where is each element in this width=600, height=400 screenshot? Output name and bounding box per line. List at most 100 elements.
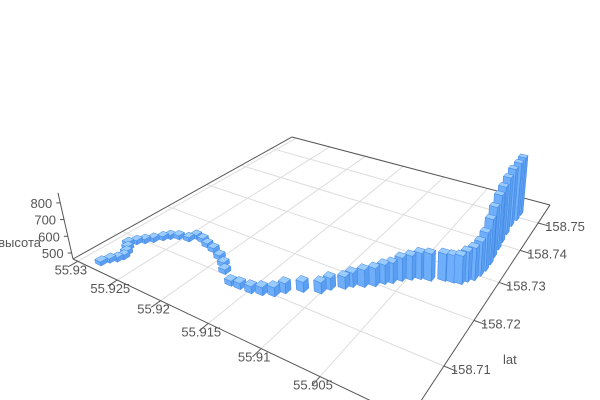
bar-top-face (94, 255, 108, 263)
bar-top-face (356, 263, 370, 271)
x-axis-tick (150, 300, 161, 308)
grid-line-x (160, 155, 366, 302)
bar-top-face (508, 164, 519, 170)
bar-top-face (232, 276, 247, 284)
grid-line-x (77, 137, 297, 262)
bar (322, 271, 337, 292)
bar-top-face (493, 190, 506, 196)
bar-top-face (217, 263, 232, 271)
y-tick-label: 158.73 (506, 278, 546, 293)
x-tick-label: 55.91 (238, 350, 271, 365)
bar-top-face (460, 245, 474, 253)
bar-top-face (182, 231, 195, 239)
bar-front-face (453, 253, 464, 286)
bar-top-face (206, 242, 220, 249)
bar (313, 275, 327, 295)
bar (277, 276, 292, 295)
x-tick-label: 55.92 (137, 302, 170, 317)
bar (337, 270, 351, 291)
z-axis-line (57, 192, 74, 260)
bar (295, 275, 310, 294)
x-axis-tick (198, 323, 209, 332)
x-axis-line (72, 258, 371, 400)
x-tick-label: 55.93 (55, 262, 88, 277)
z-axis-name: высота (0, 235, 42, 250)
x-axis-tick (67, 260, 79, 268)
bar-top-face (243, 279, 258, 288)
bar-top-face (498, 182, 510, 188)
grid-line-y (240, 164, 521, 251)
bar (453, 249, 468, 286)
bar-top-face (488, 201, 501, 208)
bar (217, 263, 232, 276)
z-tick-label: 700 (34, 213, 56, 228)
y-axis-tick (443, 365, 458, 373)
grid-line-x (207, 165, 404, 324)
bar (266, 280, 281, 298)
y-axis-tick (538, 222, 549, 227)
x-axis-tick (252, 348, 262, 358)
bar-top-face (467, 241, 481, 249)
bar-top-face (156, 230, 170, 238)
bar-top-face (344, 266, 358, 274)
bar (156, 230, 170, 242)
bar-top-face (454, 249, 468, 257)
bar-top-face (313, 275, 327, 284)
bar (356, 263, 370, 289)
bar-top-face (413, 246, 426, 254)
bar-side-face (402, 253, 407, 283)
y-axis-tick (519, 249, 532, 255)
bar (172, 230, 186, 241)
bar-top-face (517, 153, 529, 159)
bar-side-face (431, 249, 436, 283)
bar (232, 276, 247, 291)
z-tick-label: 800 (31, 196, 53, 211)
bar-top-face (322, 271, 336, 279)
bar (367, 261, 381, 288)
bar-top-face (254, 280, 269, 289)
x-tick-label: 55.925 (90, 281, 130, 296)
bar-top-face (223, 274, 238, 282)
bar-top-face (266, 280, 280, 289)
bar-top-face (423, 247, 437, 255)
bar-top-face (404, 249, 417, 257)
bar-front-face (437, 251, 447, 282)
grid-line-x (260, 176, 445, 349)
bar-top-face (502, 173, 515, 179)
y-axis-tick (498, 281, 511, 287)
floor-edge-left (72, 136, 293, 260)
x-tick-label: 55.915 (181, 324, 221, 339)
bar-top-face (337, 270, 351, 278)
bar-top-face (474, 235, 487, 243)
bar-top-face (513, 158, 525, 164)
bar-top-face (277, 276, 291, 285)
bar-top-face (212, 249, 226, 257)
grid-line-y (167, 205, 475, 321)
y-axis-name: lat (503, 352, 517, 367)
bar-top-face (484, 213, 497, 220)
bar (182, 231, 196, 243)
bar (94, 255, 109, 267)
bar-top-face (172, 230, 185, 237)
bar-top-face (295, 275, 309, 283)
x-axis-tick (311, 376, 321, 387)
grid-line-y (122, 230, 445, 367)
y-tick-label: 158.74 (527, 246, 567, 261)
bar-side-face (411, 251, 417, 282)
bar-top-face (216, 256, 230, 264)
bar-front-face (423, 251, 433, 282)
bar-top-face (376, 258, 390, 266)
x-axis-tick (107, 279, 118, 287)
bar-top-face (479, 226, 492, 234)
z-tick-label: 600 (38, 229, 60, 244)
z-tick-label: 500 (42, 246, 64, 261)
grid-line-x (117, 146, 330, 281)
bars (94, 153, 529, 298)
floor-grid (77, 137, 539, 377)
bar-top-face (394, 251, 407, 259)
y-axis-line (420, 204, 551, 400)
grid-line-x (319, 188, 488, 377)
y-axis-tick (473, 319, 487, 326)
bar (423, 247, 437, 283)
